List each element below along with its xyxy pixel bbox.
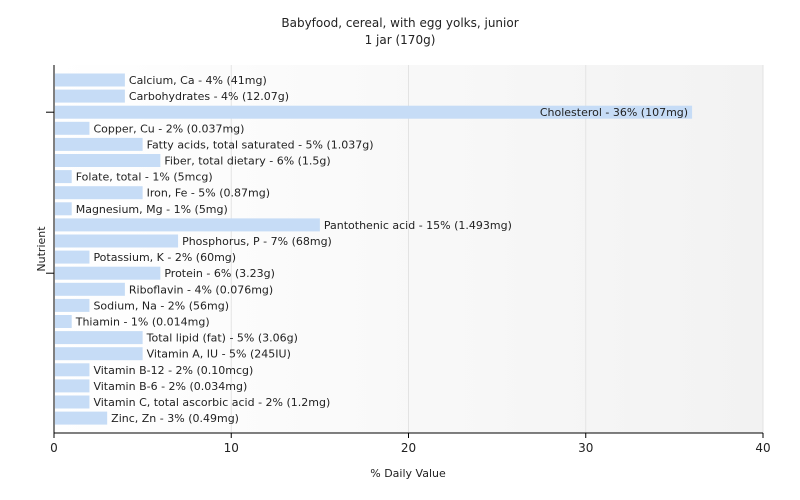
bar[interactable]: [55, 121, 90, 135]
x-tick-label: 20: [401, 441, 416, 455]
bar[interactable]: [55, 395, 90, 409]
bar-label: Magnesium, Mg - 1% (5mg): [76, 203, 228, 216]
bar-label: Sodium, Na - 2% (56mg): [93, 299, 229, 312]
bar[interactable]: [55, 202, 72, 216]
bar[interactable]: [55, 379, 90, 393]
bar[interactable]: [55, 363, 90, 377]
bar-label: Pantothenic acid - 15% (1.493mg): [324, 219, 512, 232]
bar-label: Fatty acids, total saturated - 5% (1.037…: [147, 138, 374, 151]
bar-label: Iron, Fe - 5% (0.87mg): [147, 187, 270, 200]
bar-label: Riboflavin - 4% (0.076mg): [129, 283, 273, 296]
bar-label: Fiber, total dietary - 6% (1.5g): [164, 155, 330, 168]
x-axis-title: % Daily Value: [370, 467, 446, 480]
bar[interactable]: [55, 347, 143, 361]
bar-label: Vitamin B-12 - 2% (0.10mcg): [93, 364, 253, 377]
bar[interactable]: [55, 73, 125, 87]
bar[interactable]: [55, 154, 161, 167]
bar-label: Phosphorus, P - 7% (68mg): [182, 235, 332, 248]
x-tick-label: 0: [50, 441, 58, 455]
bar[interactable]: [55, 298, 90, 312]
bar[interactable]: [55, 266, 161, 280]
x-tick-label: 30: [578, 441, 593, 455]
bar[interactable]: [55, 331, 143, 345]
bar[interactable]: [55, 218, 320, 232]
bar-label: Vitamin B-6 - 2% (0.034mg): [93, 380, 247, 393]
bar-label: Calcium, Ca - 4% (41mg): [129, 74, 267, 87]
bar[interactable]: [55, 170, 72, 184]
bar[interactable]: [55, 186, 143, 200]
chart-subtitle: 1 jar (170g): [364, 33, 436, 47]
bar-label: Thiamin - 1% (0.014mg): [75, 316, 210, 329]
bar[interactable]: [55, 89, 125, 103]
bar-label: Carbohydrates - 4% (12.07g): [129, 90, 289, 103]
bar-label: Potassium, K - 2% (60mg): [93, 251, 236, 264]
bar-label: Cholesterol - 36% (107mg): [540, 106, 688, 119]
bar-label: Zinc, Zn - 3% (0.49mg): [111, 412, 239, 425]
bar-label: Vitamin C, total ascorbic acid - 2% (1.2…: [93, 396, 330, 409]
bar[interactable]: [55, 234, 179, 248]
x-tick-label: 10: [224, 441, 239, 455]
bar[interactable]: [55, 411, 108, 425]
bar[interactable]: [55, 282, 125, 296]
bar[interactable]: [55, 137, 143, 151]
y-axis-title: Nutrient: [35, 226, 48, 272]
bar[interactable]: [55, 105, 693, 119]
bar-label: Folate, total - 1% (5mcg): [76, 171, 213, 184]
x-tick-label: 40: [755, 441, 770, 455]
bar-label: Copper, Cu - 2% (0.037mg): [93, 122, 244, 135]
bar[interactable]: [55, 250, 90, 264]
chart-title: Babyfood, cereal, with egg yolks, junior: [281, 16, 519, 30]
bar[interactable]: [55, 315, 72, 328]
bar-label: Vitamin A, IU - 5% (245IU): [147, 348, 291, 361]
bar-label: Total lipid (fat) - 5% (3.06g): [146, 332, 298, 345]
bar-label: Protein - 6% (3.23g): [164, 267, 275, 280]
